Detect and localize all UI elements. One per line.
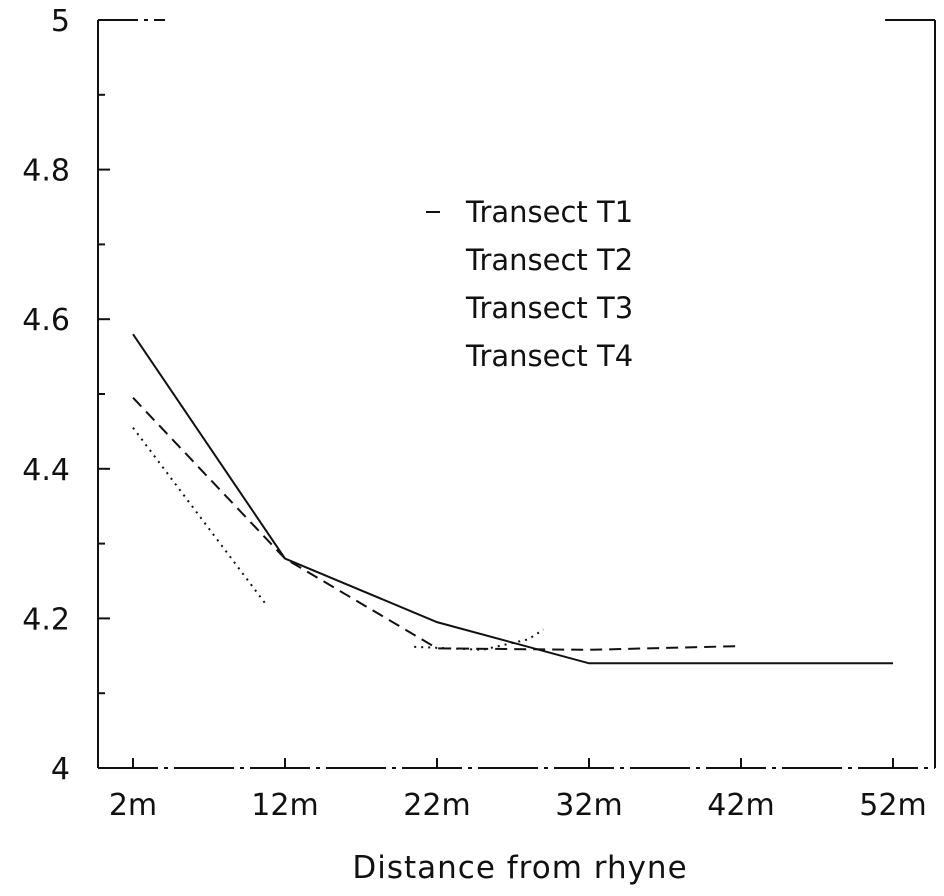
y-tick-label: 4.2 [22,602,70,637]
y-tick-label: 4 [51,752,70,787]
y-tick-label: 4.6 [22,303,70,338]
series-lines [132,333,893,665]
y-tick-label: 4.8 [22,154,70,189]
y-tick-label: 4.4 [22,453,70,488]
plot-frame [97,19,936,769]
legend-label-4: Transect T4 [465,339,633,373]
legend-label-2: Transect T2 [465,243,633,277]
legend-label-1: Transect T1 [465,195,633,229]
x-tick-label: 12m [251,788,318,823]
series-line-1 [132,333,893,665]
x-tick-label: 42m [707,788,774,823]
x-tick-label: 32m [555,788,622,823]
x-axis: 2m 12m 22m 32m 42m 52m [109,758,927,823]
x-tick-label: 22m [403,788,470,823]
legend-label-3: Transect T3 [465,291,633,325]
legend: Transect T1 Transect T2 Transect T3 Transec… [426,195,633,373]
y-axis: 4 4.2 4.4 4.6 4.8 5 [22,4,110,787]
x-tick-label: 52m [859,788,926,823]
y-tick-label: 5 [51,4,70,39]
x-axis-title: Distance from rhyne [352,850,687,886]
x-tick-label: 2m [109,788,157,823]
series-line-2 [132,397,742,651]
series-line-4 [414,628,544,651]
series-line-3 [132,427,267,605]
